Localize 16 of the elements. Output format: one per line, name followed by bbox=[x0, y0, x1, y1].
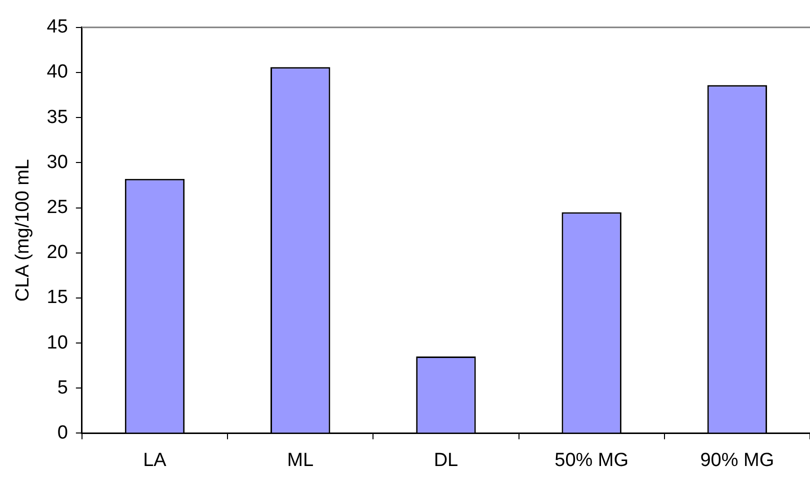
y-axis-title: CLA (mg/100 mL bbox=[12, 159, 34, 302]
y-tick-label: 5 bbox=[57, 377, 68, 398]
x-tick-label: 90% MG bbox=[700, 450, 774, 471]
y-tick-label: 0 bbox=[57, 422, 68, 444]
y-tick-label: 20 bbox=[46, 242, 68, 264]
x-tick-label: DL bbox=[434, 450, 458, 471]
y-tick-label: 10 bbox=[46, 332, 68, 354]
y-tick-label: 35 bbox=[46, 106, 68, 128]
x-tick-label: LA bbox=[143, 450, 167, 471]
x-tick-label: 50% MG bbox=[554, 450, 629, 471]
y-tick-label: 40 bbox=[46, 62, 68, 83]
y-tick-label: 30 bbox=[46, 152, 68, 173]
x-tick-label: ML bbox=[287, 450, 314, 471]
y-tick-label: 25 bbox=[46, 196, 68, 218]
y-tick-label: 15 bbox=[46, 287, 68, 308]
y-tick-label: 45 bbox=[46, 16, 68, 38]
